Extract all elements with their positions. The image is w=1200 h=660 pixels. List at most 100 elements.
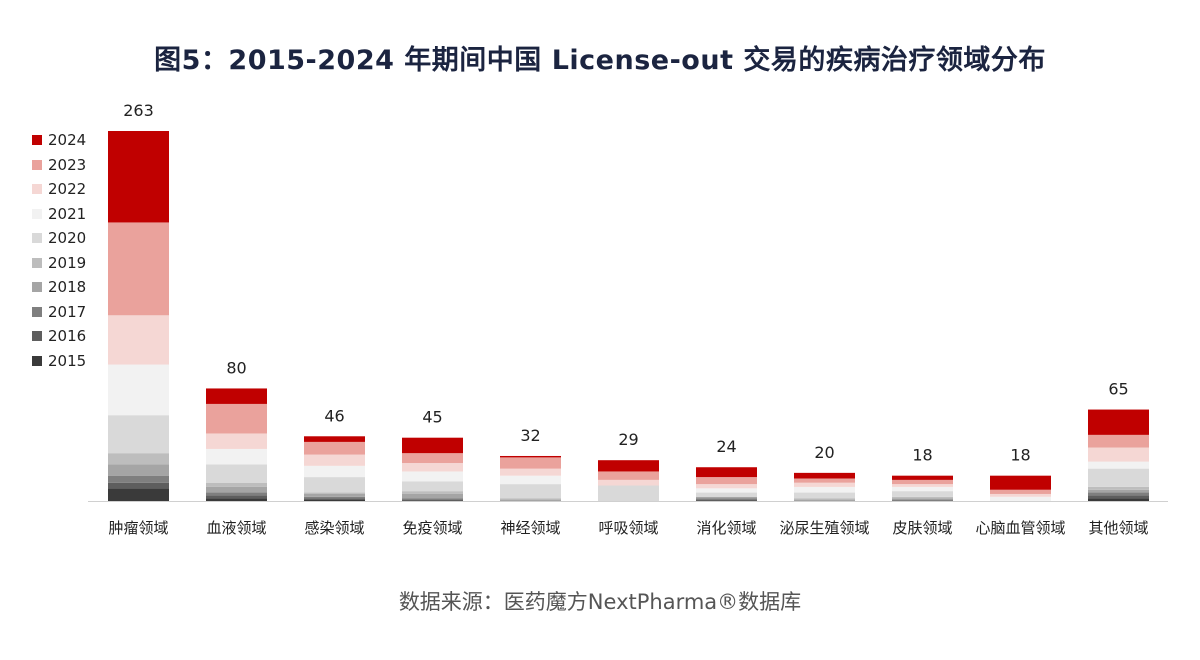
bar-segment-2016 xyxy=(696,499,757,501)
bar-segment-2019 xyxy=(1088,486,1149,490)
bar-segment-2020 xyxy=(402,481,463,492)
bar-segment-2019 xyxy=(402,491,463,494)
legend-swatch xyxy=(32,184,42,195)
bar-segment-2022 xyxy=(598,479,659,486)
bar-segment-2017 xyxy=(696,498,757,500)
bar-segment-2022 xyxy=(402,463,463,472)
bar-segment-2022 xyxy=(892,484,953,487)
bar-segment-2016 xyxy=(1088,495,1149,499)
bar-segment-2022 xyxy=(990,493,1051,497)
bar-segment-2018 xyxy=(500,499,561,501)
bar-segment-2019 xyxy=(500,498,561,500)
bar-segment-2018 xyxy=(304,493,365,497)
bar-segment-2019 xyxy=(794,498,855,500)
bar-total-label: 80 xyxy=(226,358,246,377)
bar-total-label: 18 xyxy=(1010,446,1030,465)
legend-item-2022: 2022 xyxy=(32,177,86,202)
bar-segment-2023 xyxy=(304,441,365,455)
bar-segment-2023 xyxy=(598,471,659,480)
bar-segment-2021 xyxy=(990,496,1051,501)
bar-segment-2023 xyxy=(892,479,953,485)
bar-segment-2022 xyxy=(206,433,267,449)
x-tick-label: 其他领域 xyxy=(1088,519,1148,537)
bar-segment-2017 xyxy=(402,498,463,500)
legend-item-2018: 2018 xyxy=(32,275,86,300)
bar-segment-2024 xyxy=(794,472,855,479)
bar-segment-2021 xyxy=(500,475,561,485)
legend-label: 2021 xyxy=(48,204,87,223)
legend-swatch xyxy=(32,159,42,170)
legend-swatch xyxy=(32,331,42,342)
legend-item-2016: 2016 xyxy=(32,324,86,349)
bar-segment-2018 xyxy=(696,496,757,499)
bar-segment-2024 xyxy=(696,467,757,478)
bar-segment-2019 xyxy=(304,492,365,494)
bar-segment-2019 xyxy=(892,496,953,499)
bar-segment-2024 xyxy=(990,475,1051,490)
bar-segment-2017 xyxy=(1088,492,1149,496)
legend-label: 2020 xyxy=(48,229,87,248)
bar-segment-2024 xyxy=(892,475,953,480)
bar-segment-2021 xyxy=(696,488,757,493)
x-tick-label: 免疫领域 xyxy=(402,519,462,537)
bar-segment-2022 xyxy=(108,315,169,365)
bar-segment-2019 xyxy=(108,453,169,465)
bar-segment-2021 xyxy=(1088,461,1149,469)
bar-segment-2018 xyxy=(1088,489,1149,493)
legend-swatch xyxy=(32,355,42,366)
bar-segment-2021 xyxy=(108,364,169,416)
bar-segment-2020 xyxy=(598,485,659,501)
x-tick-label: 血液领域 xyxy=(206,519,266,537)
bar-segment-2015 xyxy=(206,498,267,501)
bar-total-label: 65 xyxy=(1108,380,1128,399)
legend-label: 2019 xyxy=(48,253,87,272)
bar-segment-2024 xyxy=(1088,409,1149,435)
bar-segment-2018 xyxy=(794,499,855,501)
legend-swatch xyxy=(32,306,42,317)
legend-item-2020: 2020 xyxy=(32,226,86,251)
bar-segment-2024 xyxy=(108,131,169,223)
bar-segment-2016 xyxy=(304,498,365,500)
chart-title: 图5：2015-2024 年期间中国 License-out 交易的疾病治疗领域… xyxy=(154,45,1046,76)
bar-segment-2021 xyxy=(794,486,855,493)
bar-segment-2021 xyxy=(402,471,463,482)
bar-segment-2016 xyxy=(206,495,267,499)
bar-segment-2024 xyxy=(500,455,561,458)
bar-total-label: 46 xyxy=(324,406,344,425)
bar-total-label: 29 xyxy=(618,430,638,449)
bar-segment-2020 xyxy=(304,477,365,493)
bar-segment-2016 xyxy=(402,499,463,501)
bar-segment-2021 xyxy=(304,465,365,478)
bar-segment-2022 xyxy=(500,468,561,476)
bar-segment-2020 xyxy=(696,492,757,497)
bar-segment-2020 xyxy=(892,491,953,497)
bar-segment-2023 xyxy=(990,489,1051,494)
bar-total-label: 45 xyxy=(422,408,442,427)
bar-segment-2023 xyxy=(206,403,267,434)
x-tick-label: 感染领域 xyxy=(304,519,364,537)
bar-segment-2018 xyxy=(402,493,463,499)
x-tick-label: 泌尿生殖领域 xyxy=(779,519,869,537)
bar-segment-2020 xyxy=(794,492,855,499)
legend-item-2024: 2024 xyxy=(32,128,86,153)
bar-segment-2020 xyxy=(206,464,267,483)
bar-segment-2022 xyxy=(304,454,365,466)
legend-label: 2023 xyxy=(48,155,87,174)
bar-segment-2023 xyxy=(696,477,757,485)
chart-legend: 2024 2023 2022 2021 2020 2019 2018 2017 2016 2015 xyxy=(32,128,86,373)
legend-label: 2015 xyxy=(48,351,87,370)
legend-item-2023: 2023 xyxy=(32,153,86,178)
bar-segment-2023 xyxy=(500,457,561,469)
x-tick-label: 肿瘤领域 xyxy=(108,519,168,537)
bar-segment-2022 xyxy=(1088,447,1149,462)
legend-label: 2017 xyxy=(48,302,87,321)
bar-segment-2018 xyxy=(108,464,169,476)
bar-segment-2022 xyxy=(696,484,757,489)
legend-swatch xyxy=(32,233,42,244)
bar-segment-2018 xyxy=(892,498,953,500)
bar-segment-2017 xyxy=(304,496,365,499)
x-tick-label: 心脑血管领域 xyxy=(975,519,1065,537)
x-tick-label: 皮肤领域 xyxy=(892,519,952,537)
bar-segment-2020 xyxy=(1088,468,1149,487)
